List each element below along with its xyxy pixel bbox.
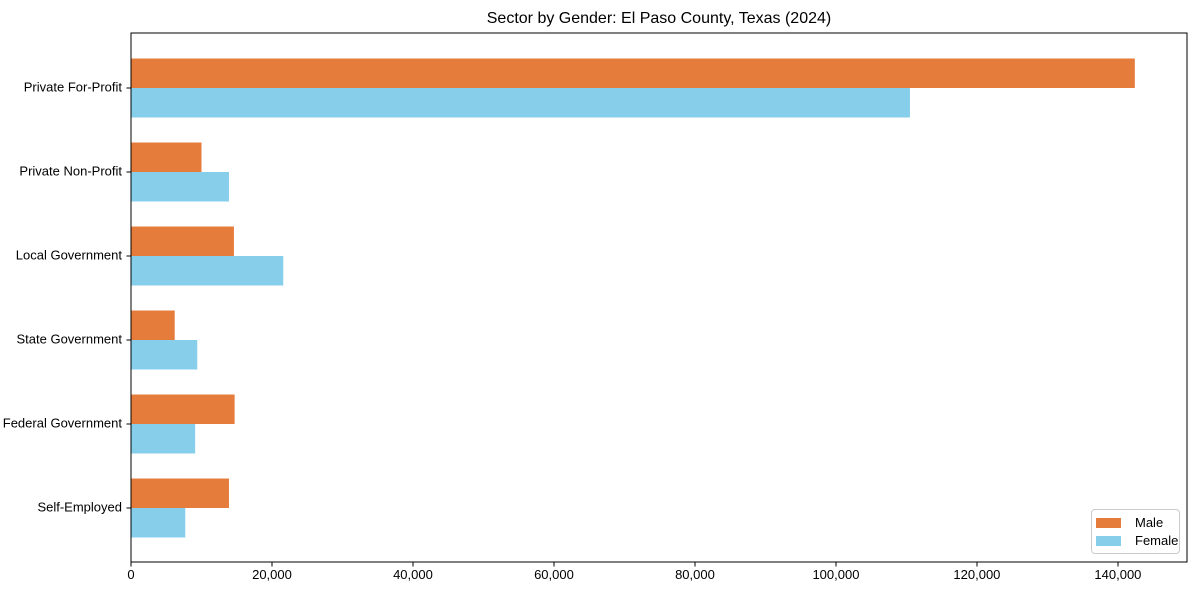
bar-female xyxy=(131,88,910,118)
bar-male xyxy=(131,394,235,424)
bar-female xyxy=(131,424,196,454)
legend: Male Female xyxy=(1091,509,1180,554)
legend-item-female: Female xyxy=(1096,534,1179,547)
legend-item-male: Male xyxy=(1096,516,1179,529)
category-label: Local Government xyxy=(16,247,123,262)
bar-male xyxy=(131,226,234,256)
x-tick-label: 140,000 xyxy=(1094,567,1141,582)
x-tick-label: 40,000 xyxy=(393,567,433,582)
plot-frame xyxy=(130,32,1188,563)
legend-label-male: Male xyxy=(1135,515,1164,530)
category-label: Self-Employed xyxy=(37,499,122,514)
category-label: Private Non-Profit xyxy=(19,163,122,178)
bar-female xyxy=(131,508,186,538)
x-tick-label: 60,000 xyxy=(534,567,574,582)
x-tick-label: 0 xyxy=(127,567,134,582)
bar-female xyxy=(131,340,198,370)
bar-male xyxy=(131,58,1135,88)
x-tick-label: 80,000 xyxy=(675,567,715,582)
chart-title: Sector by Gender: El Paso County, Texas … xyxy=(486,10,832,27)
legend-label-female: Female xyxy=(1135,533,1179,548)
bar-male xyxy=(131,310,175,340)
category-label: Federal Government xyxy=(3,415,123,430)
category-label: State Government xyxy=(17,331,123,346)
x-tick-label: 20,000 xyxy=(252,567,292,582)
category-label: Private For-Profit xyxy=(24,79,123,94)
legend-swatch-female xyxy=(1096,535,1121,546)
x-tick-label: 100,000 xyxy=(812,567,859,582)
bar-male xyxy=(131,142,202,172)
bar-male xyxy=(131,478,229,508)
bar-female xyxy=(131,256,284,286)
legend-swatch-male xyxy=(1096,517,1121,528)
x-tick-label: 120,000 xyxy=(953,567,1000,582)
bar-female xyxy=(131,172,229,202)
